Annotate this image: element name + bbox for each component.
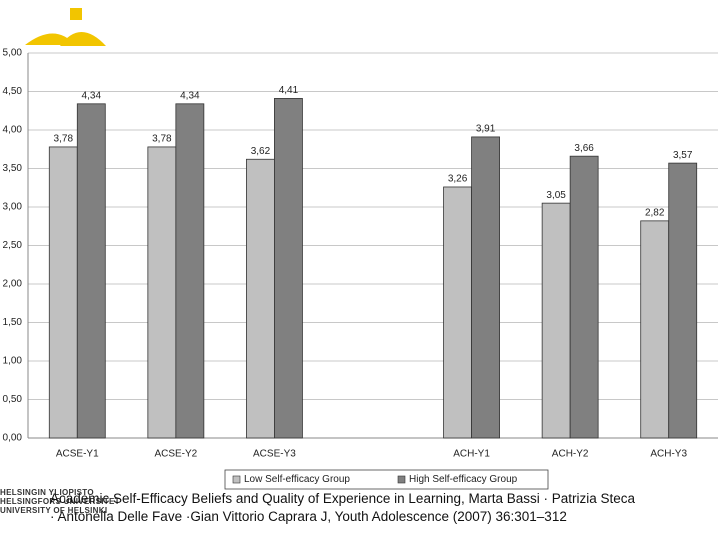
x-tick-label: ACSE-Y3 (253, 449, 296, 460)
value-label: 4,41 (279, 85, 299, 96)
x-tick-label: ACH-Y3 (650, 449, 687, 460)
value-label: 3,05 (546, 190, 566, 201)
logo-text: HELSINGIN YLIOPISTO HELSINGFORS UNIVERSI… (0, 488, 120, 515)
y-tick-label: 4,00 (3, 125, 23, 136)
value-label: 4,34 (82, 90, 102, 101)
y-tick-label: 3,00 (3, 202, 23, 213)
logo-shape (70, 8, 82, 20)
bar (274, 98, 303, 439)
bar (246, 158, 275, 439)
y-tick-label: 2,50 (3, 240, 23, 251)
logo-shape (25, 33, 75, 45)
legend-label: Low Self-efficacy Group (244, 474, 350, 485)
legend-swatch (232, 475, 241, 484)
y-tick-label: 1,00 (3, 356, 23, 367)
value-label: 3,66 (574, 143, 594, 154)
x-tick-label: ACH-Y1 (453, 449, 490, 460)
value-label: 3,78 (54, 134, 74, 145)
bar (640, 220, 670, 439)
bar (668, 162, 698, 439)
value-label: 3,57 (673, 150, 693, 161)
logo-line: HELSINGIN YLIOPISTO (0, 488, 94, 497)
y-tick-label: 3,50 (3, 163, 23, 174)
caption: Academic Self-Efficacy Beliefs and Quali… (50, 491, 636, 524)
bar (471, 136, 500, 439)
logo-shape (60, 32, 106, 46)
y-tick-label: 2,00 (3, 279, 23, 290)
y-tick-label: 5,00 (3, 48, 23, 59)
y-tick-label: 0,00 (3, 433, 23, 444)
value-label: 3,26 (448, 174, 468, 185)
value-label: 3,91 (476, 124, 496, 135)
bar (175, 103, 205, 439)
y-tick-label: 0,50 (3, 394, 23, 405)
value-label: 3,62 (251, 146, 271, 157)
y-tick-label: 1,50 (3, 317, 23, 328)
bar (443, 186, 472, 439)
bar (147, 146, 177, 439)
value-label: 3,78 (152, 134, 172, 145)
bar (48, 146, 78, 439)
legend-swatch (397, 475, 406, 484)
value-label: 2,82 (645, 208, 665, 219)
x-tick-label: ACSE-Y1 (56, 449, 99, 460)
x-tick-label: ACSE-Y2 (154, 449, 197, 460)
plot-area: 0,00 0,50 1,00 1,50 2,00 2,50 3,00 3,50 4,00 4,50… (3, 48, 718, 490)
bar (541, 202, 571, 439)
bar (569, 155, 599, 439)
bar (76, 103, 106, 439)
logo-line: HELSINGFORS UNIVERSITET (0, 497, 120, 506)
legend-label: High Self-efficacy Group (409, 474, 518, 485)
legend-box (224, 469, 549, 490)
y-tick-label: 4,50 (3, 86, 23, 97)
logo-line: UNIVERSITY OF HELSINKI (0, 506, 108, 515)
value-label: 4,34 (180, 90, 200, 101)
x-tick-label: ACH-Y2 (552, 449, 589, 460)
